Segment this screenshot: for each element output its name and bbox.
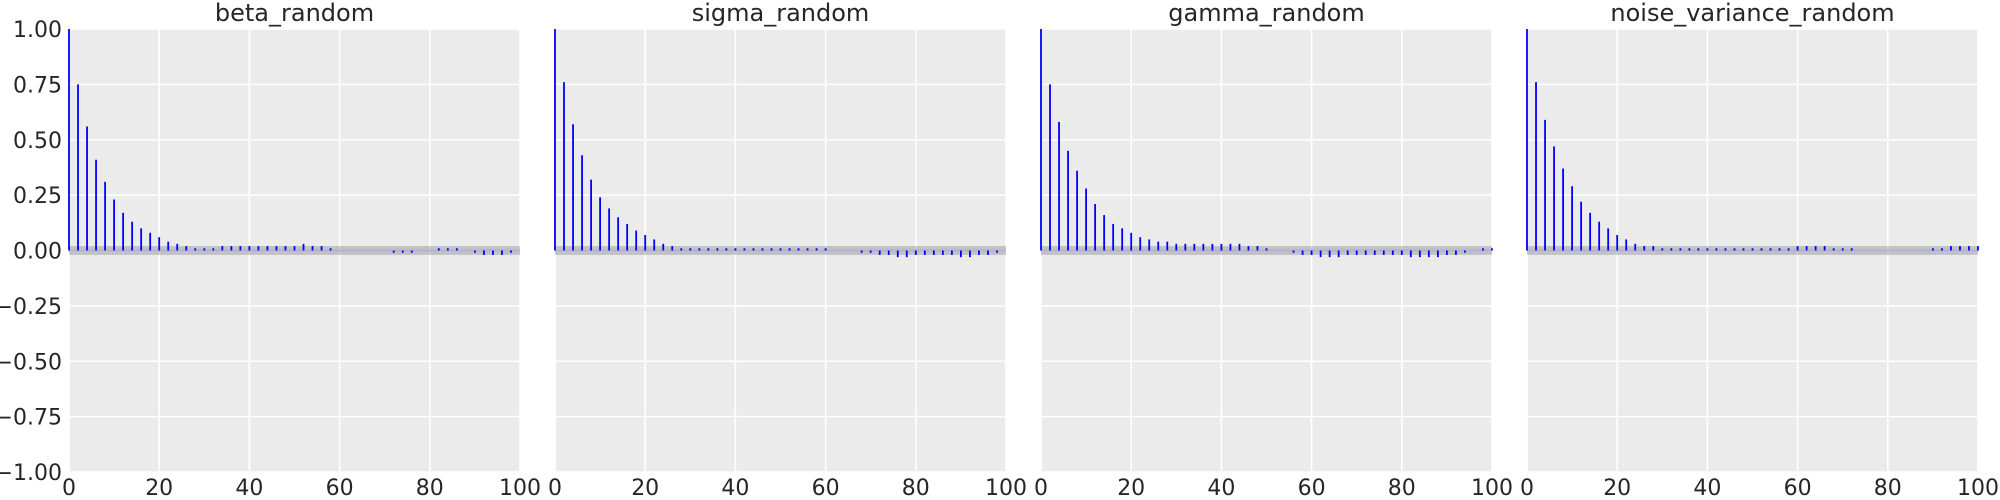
acf-panel-2: sigma_random 0 20 40 60 80 100: [548, 0, 1027, 500]
x-tick-label: 100: [985, 476, 1027, 500]
y-tick-label: −0.50: [0, 350, 62, 375]
x-tick-label: 60: [1784, 476, 1812, 500]
x-tick-label: 0: [1520, 476, 1534, 500]
x-tick-label: 80: [416, 476, 444, 500]
acf-panel-1: beta_random 0 20 40 60 80 100: [62, 0, 541, 500]
x-tick-label: 40: [235, 476, 263, 500]
panel-title: beta_random: [215, 0, 374, 27]
x-tick-label: 40: [1207, 476, 1235, 500]
x-tick-label: 0: [548, 476, 562, 500]
panel-title: noise_variance_random: [1610, 0, 1894, 27]
x-tick-label: 0: [62, 476, 76, 500]
acf-bars: [68, 29, 512, 255]
x-tick-label: 60: [1298, 476, 1326, 500]
x-tick-label: 100: [499, 476, 541, 500]
x-tick-label: 80: [1388, 476, 1416, 500]
x-tick-label: 20: [145, 476, 173, 500]
acf-bars: [1040, 29, 1493, 258]
y-tick-label: −0.75: [0, 406, 62, 431]
x-tick-label: 40: [721, 476, 749, 500]
y-axis: −1.00 −0.75 −0.50 −0.25 0.00 0.25 0.50 0.75 1.00: [0, 18, 62, 486]
y-tick-label: 0.50: [13, 129, 62, 154]
x-tick-label: 40: [1693, 476, 1721, 500]
y-tick-label: −0.25: [0, 295, 62, 320]
acf-bars: [554, 29, 998, 258]
y-tick-label: 0.00: [13, 240, 62, 265]
x-tick-label: 20: [1603, 476, 1631, 500]
panel-title: gamma_random: [1168, 0, 1365, 27]
x-tick-label: 20: [1117, 476, 1145, 500]
acf-panel-3: gamma_random 0 20 40 60 80 100: [1034, 0, 1513, 500]
panel-title: sigma_random: [692, 0, 870, 27]
acf-panel-4: noise_variance_random 0 20 40 60 80 100: [1520, 0, 1999, 500]
y-tick-label: −1.00: [0, 461, 62, 486]
x-tick-label: 20: [631, 476, 659, 500]
x-tick-label: 80: [1874, 476, 1902, 500]
y-tick-label: 1.00: [13, 18, 62, 43]
x-tick-label: 100: [1957, 476, 1999, 500]
x-tick-label: 0: [1034, 476, 1048, 500]
x-tick-label: 80: [902, 476, 930, 500]
x-tick-label: 60: [326, 476, 354, 500]
acf-bars: [1526, 29, 1979, 251]
x-tick-label: 60: [812, 476, 840, 500]
x-tick-label: 100: [1471, 476, 1513, 500]
y-tick-label: 0.75: [13, 73, 62, 98]
y-tick-label: 0.25: [13, 184, 62, 209]
